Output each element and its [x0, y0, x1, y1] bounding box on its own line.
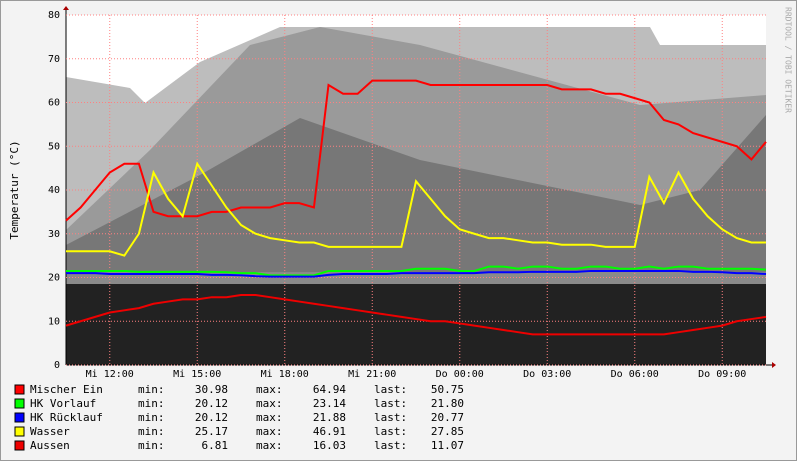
x-tick-label: Mi 18:00: [261, 369, 309, 380]
legend-stat-value: 64.94: [313, 383, 346, 396]
legend-stat-label: max:: [256, 411, 283, 424]
legend-swatch: [14, 412, 25, 423]
legend-stat-value: 25.17: [195, 425, 228, 438]
legend-stat-label: min:: [138, 439, 165, 452]
legend-stat-value: 27.85: [431, 425, 464, 438]
x-tick-label: Do 03:00: [523, 369, 571, 380]
legend-stat-label: min:: [138, 425, 165, 438]
legend-stat-label: last:: [374, 397, 407, 410]
legend-label: Wasser: [30, 425, 70, 438]
y-tick-label: 70: [48, 54, 60, 65]
legend-stat-label: max:: [256, 397, 283, 410]
legend-stat-label: last:: [374, 439, 407, 452]
legend-label: Aussen: [30, 439, 70, 452]
legend-stat-value: 20.77: [431, 411, 464, 424]
y-axis-label: Temperatur (°C): [8, 140, 21, 239]
x-tick-label: Do 00:00: [436, 369, 484, 380]
y-tick-label: 30: [48, 229, 60, 240]
legend-stat-value: 30.98: [195, 383, 228, 396]
y-tick-label: 50: [48, 141, 60, 152]
legend-stat-label: last:: [374, 411, 407, 424]
axis-arrow: [772, 362, 776, 368]
series-line: [66, 269, 767, 278]
background-area: [66, 284, 766, 365]
legend-stat-label: max:: [256, 439, 283, 452]
legend-stat-label: max:: [256, 425, 283, 438]
series-line: [66, 265, 767, 277]
legend-stat-value: 16.03: [313, 439, 346, 452]
watermark: RRDTOOL / TOBI OETIKER: [784, 7, 793, 113]
x-tick-label: Mi 21:00: [348, 369, 396, 380]
legend-swatch: [14, 440, 25, 451]
y-tick-label: 60: [48, 98, 60, 109]
legend-stat-label: max:: [256, 383, 283, 396]
y-tick-label: 40: [48, 185, 60, 196]
x-tick-label: Mi 12:00: [86, 369, 134, 380]
legend-stat-value: 20.12: [195, 397, 228, 410]
legend-stat-value: 21.88: [313, 411, 346, 424]
x-tick-label: Do 06:00: [611, 369, 659, 380]
legend-label: Mischer Ein: [30, 383, 103, 396]
legend-stat-label: min:: [138, 383, 165, 396]
legend-swatch: [14, 398, 25, 409]
legend-stat-value: 6.81: [202, 439, 229, 452]
legend-stat-value: 21.80: [431, 397, 464, 410]
legend-stat-value: 50.75: [431, 383, 464, 396]
legend-stat-label: last:: [374, 383, 407, 396]
legend-swatch: [14, 384, 25, 395]
legend-stat-label: min:: [138, 397, 165, 410]
x-tick-label: Do 09:00: [698, 369, 746, 380]
y-tick-label: 10: [48, 316, 60, 327]
y-tick-label: 20: [48, 273, 60, 284]
legend-stat-value: 23.14: [313, 397, 346, 410]
legend-label: HK Rücklauf: [30, 411, 103, 424]
y-tick-label: 80: [48, 10, 60, 21]
legend-stat-label: min:: [138, 411, 165, 424]
legend-label: HK Vorlauf: [30, 397, 96, 410]
series-line: [65, 294, 767, 336]
y-tick-label: 0: [54, 360, 60, 371]
series-line: [66, 161, 766, 257]
axis-arrow: [63, 6, 69, 10]
legend-stat-value: 46.91: [313, 425, 346, 438]
legend-stat-value: 20.12: [195, 411, 228, 424]
legend-swatch: [14, 426, 25, 437]
x-tick-label: Mi 15:00: [173, 369, 221, 380]
legend-stat-value: 11.07: [431, 439, 464, 452]
legend-stat-label: last:: [374, 425, 407, 438]
